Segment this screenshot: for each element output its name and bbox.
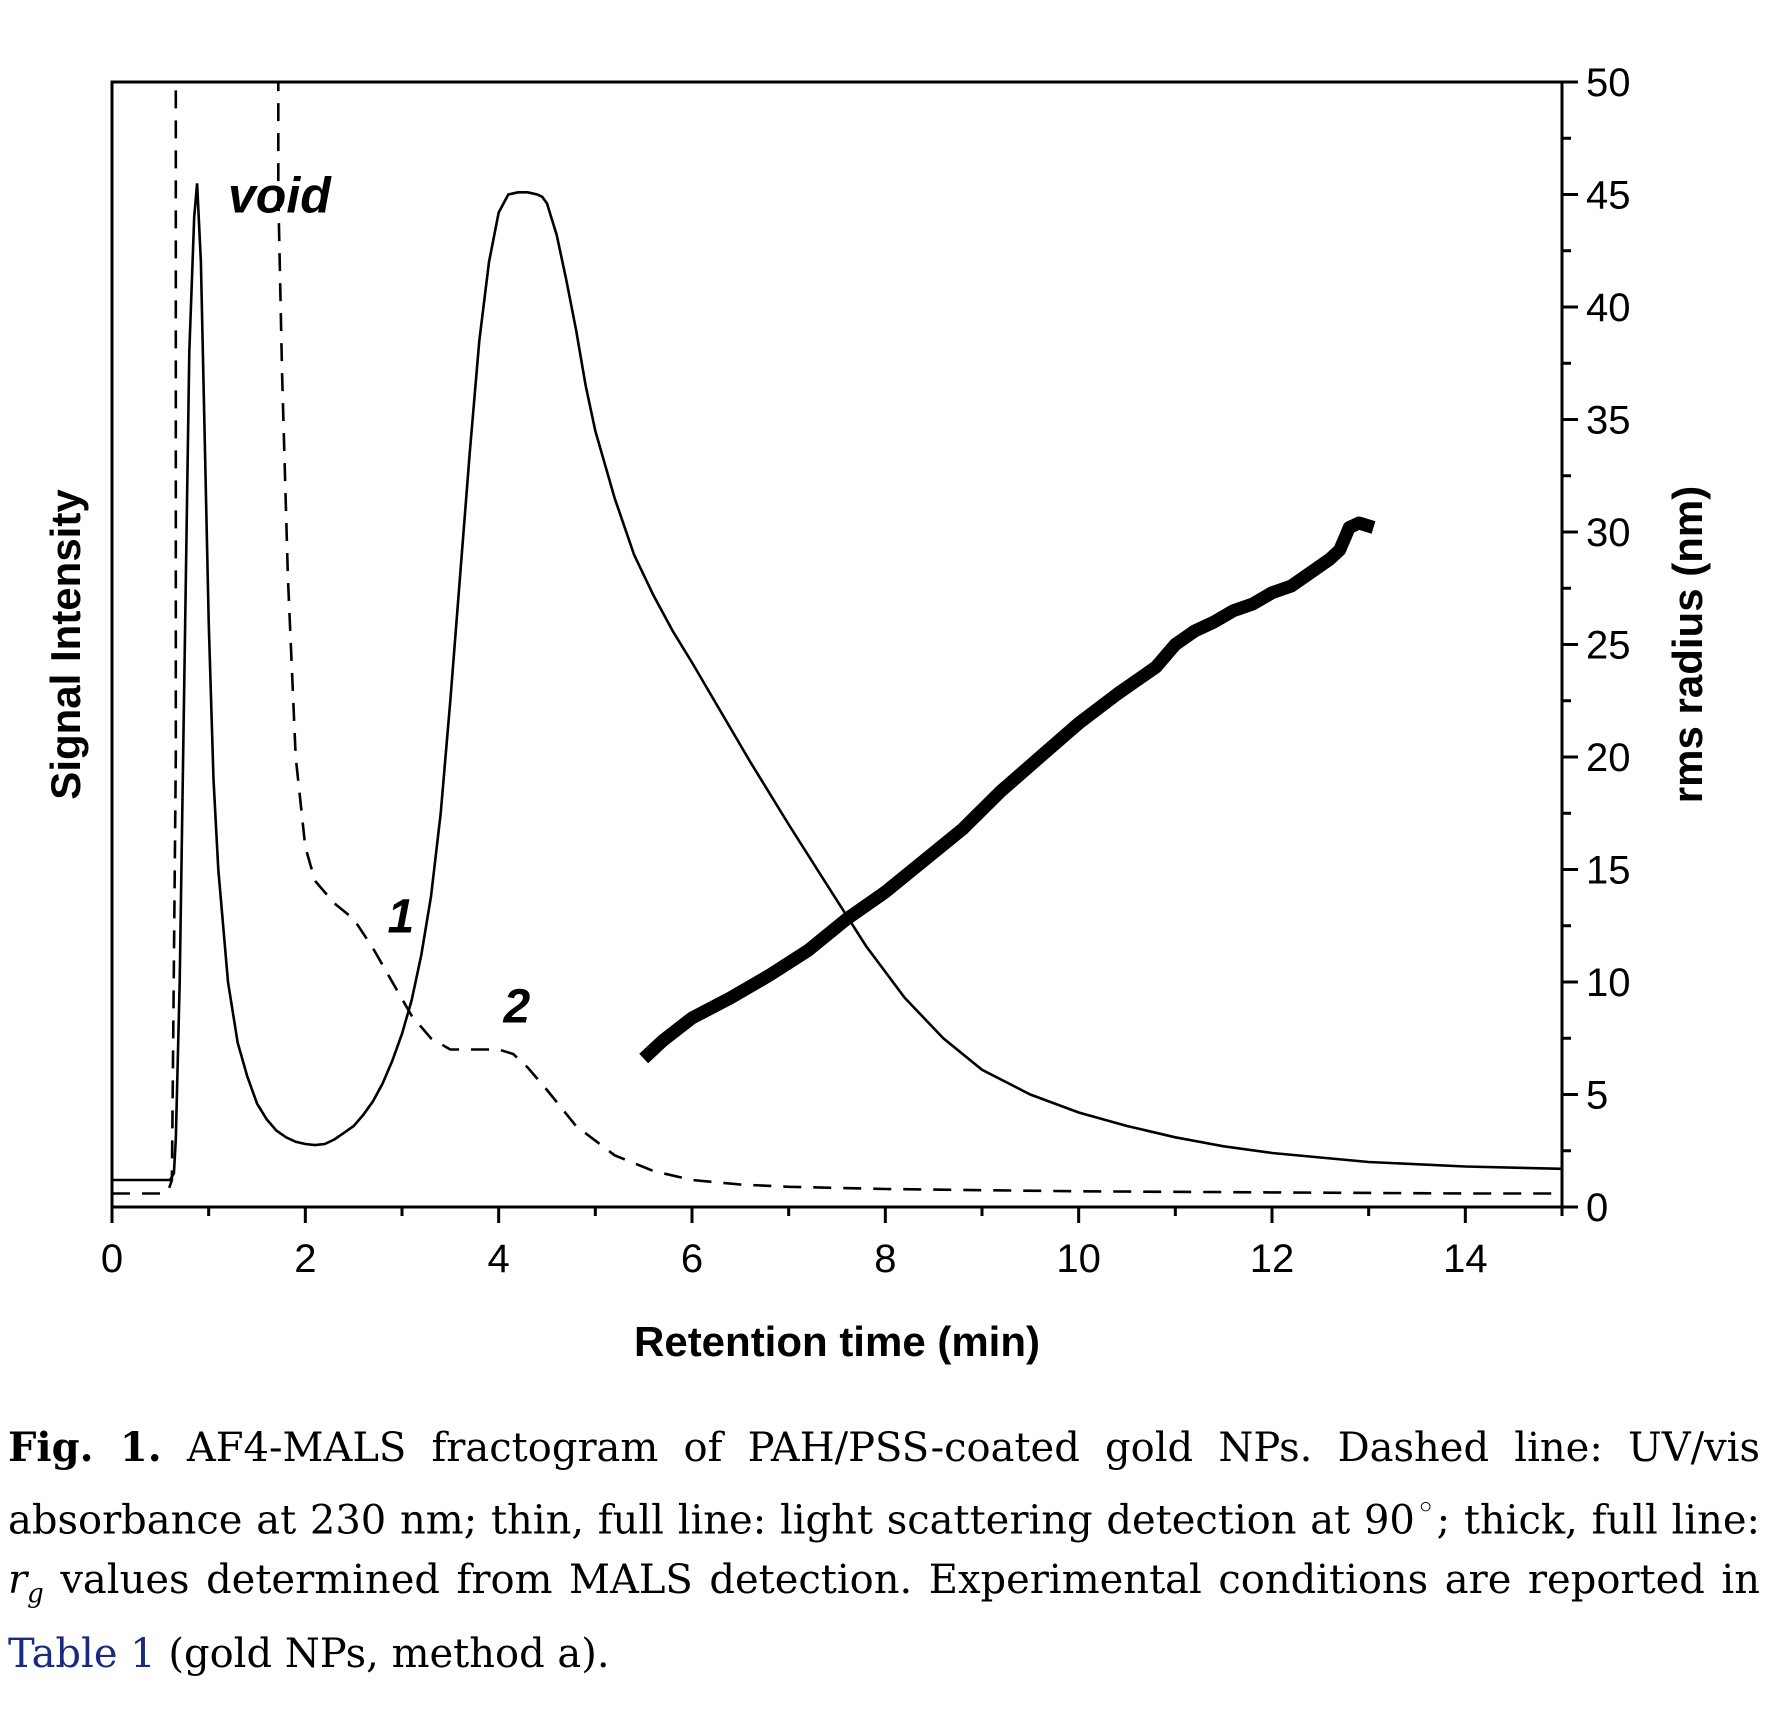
caption-r-symbol: r (8, 1557, 28, 1604)
caption-text-2: ; thick, full line: (1436, 1497, 1760, 1544)
annotation-1: 1 (388, 891, 415, 944)
y-right-tick-label: 15 (1586, 849, 1631, 893)
caption-degree: ◦ (1414, 1488, 1437, 1527)
x-tick-label: 0 (101, 1237, 123, 1281)
y-right-tick-label: 40 (1586, 286, 1631, 330)
caption-text-4: (gold NPs, method a). (155, 1631, 610, 1678)
x-tick-label: 6 (681, 1237, 703, 1281)
y-right-tick-label: 45 (1586, 174, 1631, 218)
caption-fig-label: Fig. 1. (8, 1424, 162, 1471)
y-right-tick-label: 35 (1586, 399, 1631, 443)
figure-caption: Fig. 1. AF4-MALS fractogram of PAH/PSS-c… (8, 1418, 1760, 1684)
x-tick-label: 14 (1443, 1237, 1488, 1281)
axes-group (110, 80, 1578, 1223)
x-tick-label: 8 (874, 1237, 896, 1281)
rms-radius-line (639, 516, 1376, 1064)
table-1-link[interactable]: Table 1 (8, 1631, 156, 1678)
caption-text-1: AF4-MALS fractogram of PAH/PSS-coated go… (8, 1425, 1760, 1544)
labels-layer: 0 2 4 6 8 10 12 1405101520253035404550Retention… (42, 61, 1711, 1365)
y-right-tick-label: 50 (1586, 61, 1631, 105)
y-right-tick-label: 0 (1586, 1186, 1608, 1230)
light-scattering-line (112, 183, 1563, 1182)
x-tick-label: 4 (488, 1237, 510, 1281)
series-layer (112, 80, 1563, 1195)
caption-text-3: values determined from MALS detection. E… (43, 1557, 1760, 1604)
y-right-tick-label: 10 (1586, 961, 1631, 1005)
annotation-2: 2 (503, 981, 531, 1034)
y-right-axis-title: rms radius (nm) (1664, 486, 1711, 803)
y-left-axis-title: Signal Intensity (42, 489, 89, 800)
x-tick-label: 12 (1250, 1237, 1295, 1281)
x-tick-label: 10 (1056, 1237, 1101, 1281)
x-axis-title: Retention time (min) (634, 1318, 1040, 1365)
x-tick-label: 2 (294, 1237, 316, 1281)
plot-frame (110, 80, 1564, 1209)
uv-vis-absorbance-line (112, 80, 1562, 1195)
y-right-tick-label: 25 (1586, 624, 1631, 668)
caption-r-sub: g (27, 1579, 44, 1610)
chart-area: 0 2 4 6 8 10 12 1405101520253035404550Retention… (42, 61, 1711, 1365)
annotation-void: void (228, 168, 332, 224)
y-right-tick-label: 30 (1586, 511, 1631, 555)
y-right-tick-label: 20 (1586, 736, 1631, 780)
y-right-tick-label: 5 (1586, 1074, 1608, 1118)
